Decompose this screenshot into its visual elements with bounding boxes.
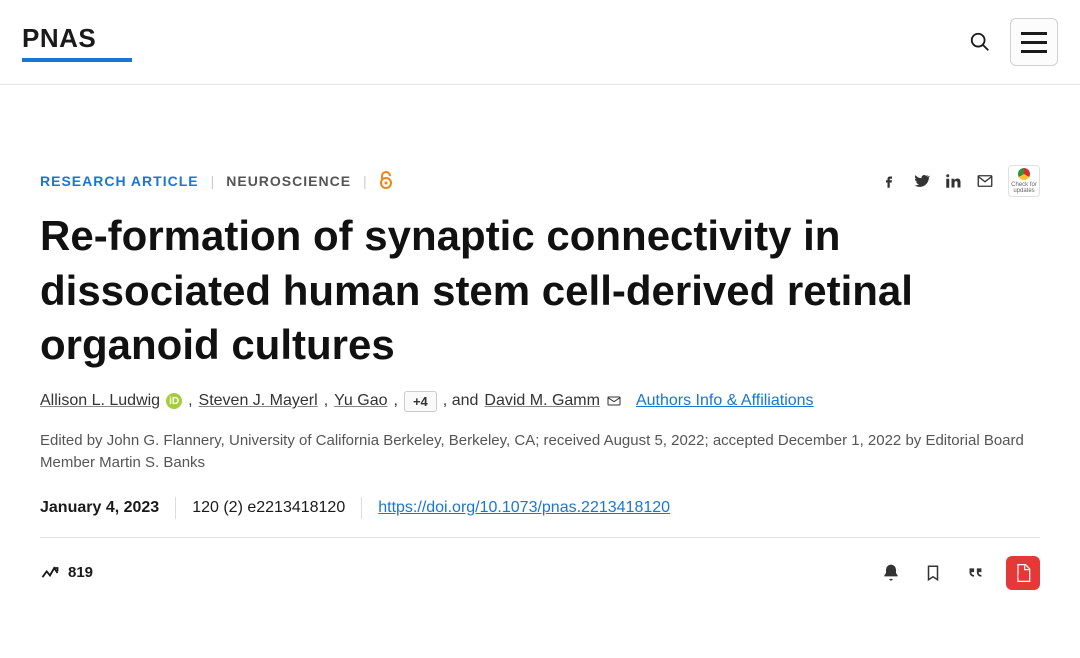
pdf-button[interactable]: PDF: [1006, 556, 1040, 590]
alert-icon[interactable]: [880, 562, 902, 584]
search-icon[interactable]: [968, 30, 992, 54]
cite-icon[interactable]: [964, 562, 986, 584]
editor-note: Edited by John G. Flannery, University o…: [40, 430, 1040, 475]
bookmark-icon[interactable]: [922, 562, 944, 584]
article-type-link[interactable]: RESEARCH ARTICLE: [40, 173, 199, 189]
authors-info-link[interactable]: Authors Info & Affiliations: [636, 392, 814, 410]
volume-info: 120 (2) e2213418120: [192, 499, 345, 517]
twitter-icon[interactable]: [912, 172, 930, 190]
site-logo[interactable]: PNAS: [22, 23, 96, 62]
authors-list: Allison L. Ludwig iD , Steven J. Mayerl …: [40, 391, 1040, 412]
metrics[interactable]: 819: [40, 563, 93, 583]
topic-link[interactable]: NEUROSCIENCE: [226, 173, 351, 189]
logo-underline: [22, 58, 132, 62]
divider: [361, 497, 362, 519]
view-count: 819: [68, 564, 93, 581]
check-updates-badge[interactable]: Check for updates: [1008, 165, 1040, 197]
menu-button[interactable]: [1010, 18, 1058, 66]
article-main: RESEARCH ARTICLE | NEUROSCIENCE |: [0, 85, 1080, 610]
share-row: Check for updates: [880, 165, 1040, 197]
corresponding-author-icon[interactable]: [606, 393, 622, 409]
meta-left: RESEARCH ARTICLE | NEUROSCIENCE |: [40, 171, 393, 192]
pub-date: January 4, 2023: [40, 499, 159, 517]
bottom-toolbar: 819 PDF: [40, 538, 1040, 590]
orcid-icon[interactable]: iD: [166, 393, 182, 409]
author-link[interactable]: David M. Gamm: [484, 392, 600, 410]
meta-row: RESEARCH ARTICLE | NEUROSCIENCE |: [40, 165, 1040, 197]
author-link[interactable]: Steven J. Mayerl: [199, 392, 318, 410]
separator: |: [363, 173, 367, 189]
facebook-icon[interactable]: [880, 172, 898, 190]
top-bar: PNAS: [0, 0, 1080, 85]
email-icon[interactable]: [976, 172, 994, 190]
author-link[interactable]: Yu Gao: [334, 392, 387, 410]
doi-link[interactable]: https://doi.org/10.1073/pnas.2213418120: [378, 499, 670, 517]
updates-label: Check for updates: [1009, 182, 1039, 194]
logo-text: PNAS: [22, 23, 96, 53]
divider: [175, 497, 176, 519]
linkedin-icon[interactable]: [944, 172, 962, 190]
article-title: Re-formation of synaptic connectivity in…: [40, 209, 1040, 373]
author-link[interactable]: Allison L. Ludwig: [40, 392, 160, 410]
publication-row: January 4, 2023 120 (2) e2213418120 http…: [40, 493, 1040, 538]
more-authors-button[interactable]: +4: [404, 391, 437, 412]
tools: PDF: [880, 556, 1040, 590]
open-access-icon: [379, 171, 393, 192]
and-text: , and: [443, 392, 479, 410]
topbar-right: [968, 18, 1058, 66]
separator: |: [211, 173, 215, 189]
svg-text:PDF: PDF: [1018, 574, 1028, 580]
